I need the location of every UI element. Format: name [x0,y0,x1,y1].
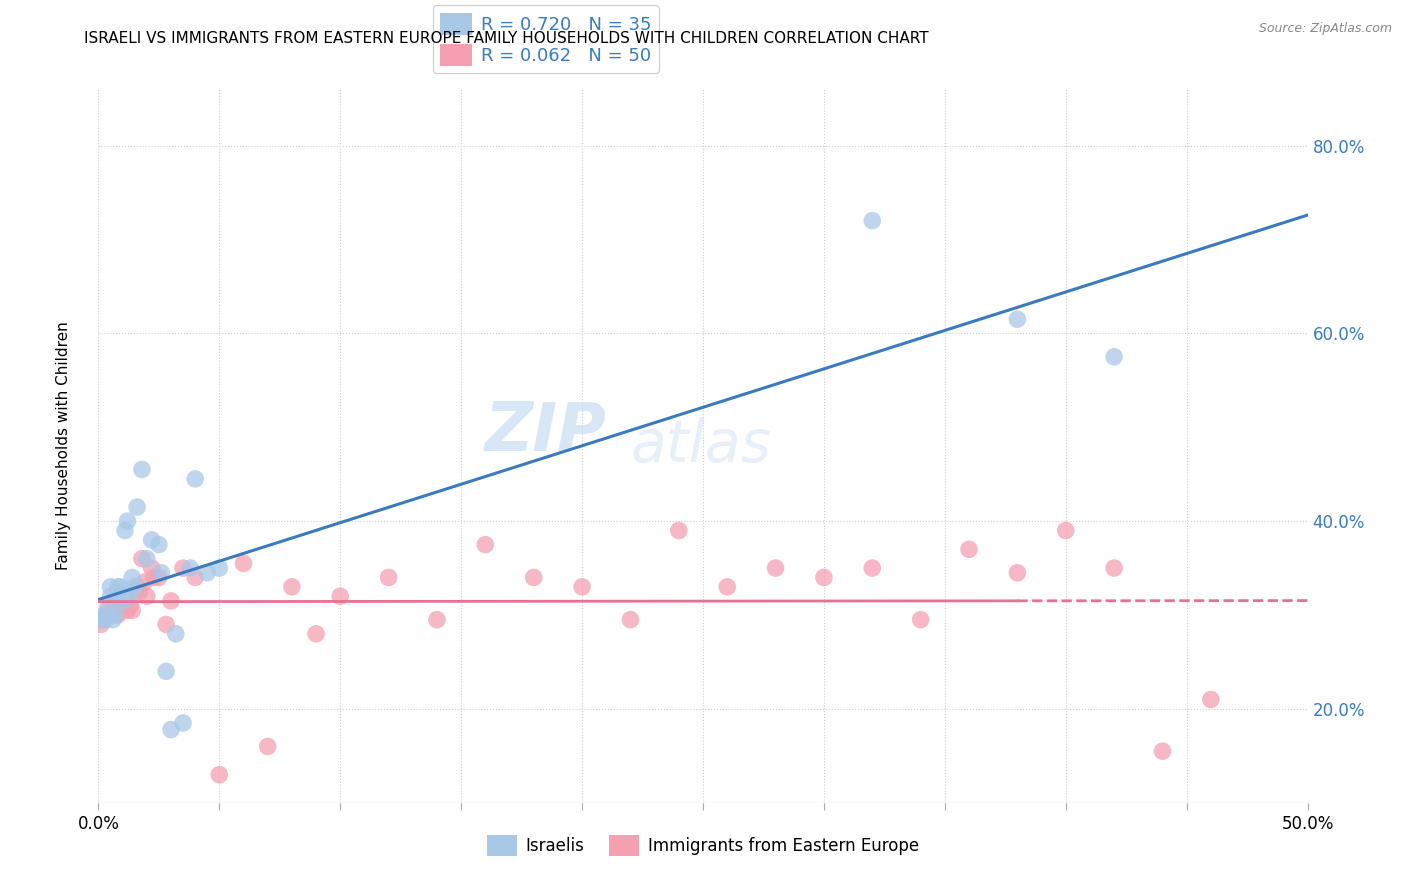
Point [118,589,141,603]
Point [101,613,124,627]
Point [108,599,131,613]
Legend: Israelis, Immigrants from Eastern Europe: Israelis, Immigrants from Eastern Europe [481,829,925,863]
Point [1007,566,1029,580]
Text: Source: ZipAtlas.com: Source: ZipAtlas.com [1258,22,1392,36]
Point [474,538,496,552]
Point [118,599,141,613]
Point [256,739,278,754]
Point [100,589,122,603]
Point [124,580,146,594]
Point [1199,692,1222,706]
Point [124,584,146,599]
Point [281,580,304,594]
Point [141,533,163,547]
Point [148,538,170,552]
Point [1007,312,1029,326]
Point [910,613,932,627]
Point [131,551,153,566]
Text: atlas: atlas [630,417,772,475]
Point [114,589,136,603]
Point [107,584,129,599]
Point [184,472,207,486]
Point [121,603,143,617]
Point [141,561,163,575]
Point [94,613,117,627]
Point [208,561,231,575]
Point [111,589,134,603]
Point [107,607,129,622]
Point [619,613,641,627]
Point [131,462,153,476]
Point [160,594,183,608]
Point [128,584,150,599]
Point [172,716,194,731]
Point [143,570,166,584]
Point [100,599,122,613]
Point [160,723,183,737]
Point [135,551,157,566]
Point [1054,524,1077,538]
Point [184,570,207,584]
Point [111,594,134,608]
Point [104,594,127,608]
Point [716,580,738,594]
Point [1102,561,1125,575]
Point [101,603,124,617]
Point [305,627,328,641]
Point [232,557,254,571]
Point [91,613,114,627]
Point [957,542,980,557]
Point [127,500,149,514]
Point [1102,350,1125,364]
Point [165,627,187,641]
Point [111,594,134,608]
Point [179,561,201,575]
Point [172,561,194,575]
Point [100,580,122,594]
Text: ISRAELI VS IMMIGRANTS FROM EASTERN EUROPE FAMILY HOUSEHOLDS WITH CHILDREN CORREL: ISRAELI VS IMMIGRANTS FROM EASTERN EUROP… [84,31,929,46]
Point [155,617,177,632]
Point [813,570,835,584]
Point [523,570,546,584]
Text: Family Households with Children: Family Households with Children [56,322,70,570]
Point [127,580,149,594]
Point [329,589,352,603]
Point [860,213,883,227]
Point [107,580,129,594]
Point [668,524,690,538]
Point [121,570,143,584]
Point [148,570,170,584]
Point [114,524,136,538]
Point [94,607,117,622]
Point [195,566,218,580]
Point [208,767,231,781]
Point [377,570,399,584]
Point [150,566,173,580]
Point [1152,744,1174,758]
Point [765,561,787,575]
Point [117,514,139,528]
Point [860,561,883,575]
Point [90,613,112,627]
Point [97,599,120,613]
Point [108,580,131,594]
Point [90,617,112,632]
Point [91,607,114,622]
Point [155,665,177,679]
Point [104,607,127,622]
Point [134,575,156,590]
Point [135,589,157,603]
Point [117,603,139,617]
Point [426,613,449,627]
Text: ZIP: ZIP [485,399,606,465]
Point [571,580,593,594]
